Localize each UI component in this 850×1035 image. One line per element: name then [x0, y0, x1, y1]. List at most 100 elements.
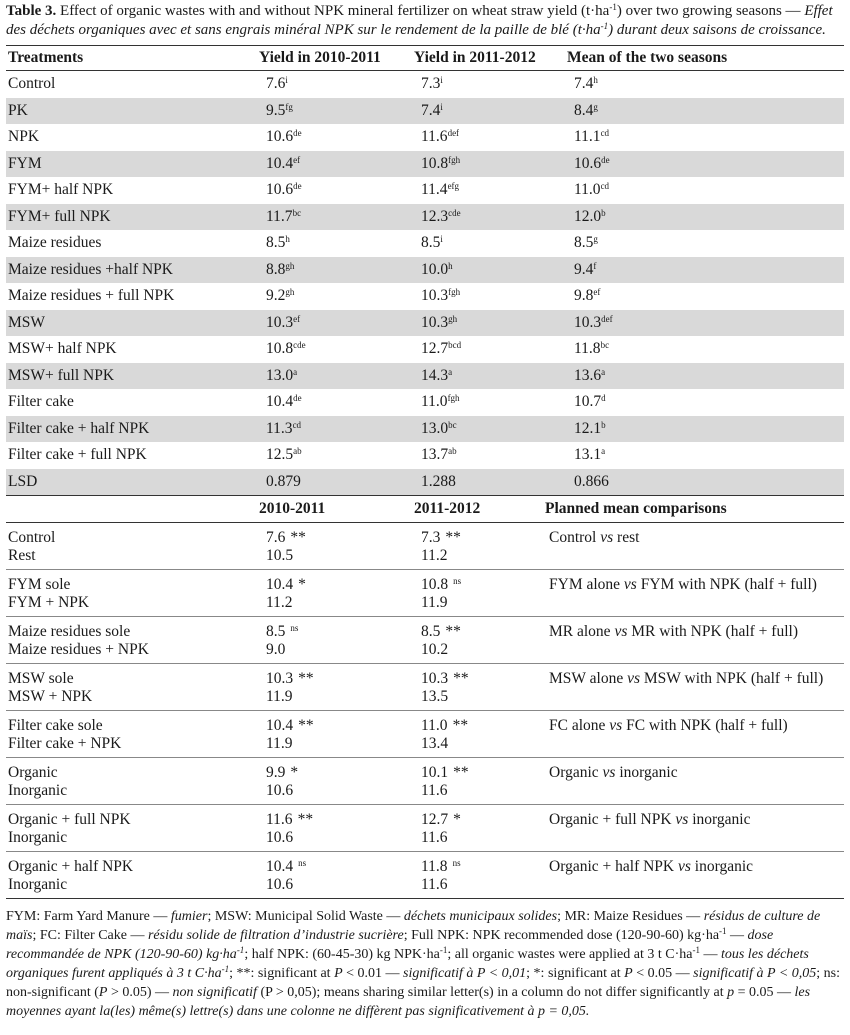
significance-letters: ab [448, 446, 457, 457]
significance-letters: i [440, 234, 443, 245]
value-cell: 10.3fgh [390, 283, 543, 310]
value-cell: 13.7ab [390, 442, 543, 469]
cell-value: 11.7 [266, 207, 293, 225]
significance-letters: d [601, 393, 606, 404]
table-row: Filter cake + NPK 11.9 13.4 [6, 735, 844, 758]
value-cell: 13.0a [235, 362, 390, 389]
significance: ** [453, 764, 469, 781]
significance: ** [297, 811, 314, 828]
cell-value: 13.0 [266, 366, 294, 384]
value-cell: 11.6 [390, 782, 543, 805]
text-segment: fumier [170, 909, 208, 924]
treatment-cell: Maize residues +half NPK [6, 256, 235, 283]
treatment-cell: Inorganic [8, 782, 68, 799]
significance-letters: g [593, 101, 598, 112]
cell-value: 11.9 [266, 735, 293, 752]
treatment-cell: Maize residues sole [6, 616, 235, 641]
significance-letters: gh [285, 287, 295, 298]
significance-letters: fgh [448, 287, 461, 298]
cell-value: 9.9 [266, 764, 286, 781]
comparison-cell: MR alone vs MR with NPK (half + full) [543, 616, 844, 664]
significance-letters: a [601, 366, 606, 377]
table-row: MSW 10.3ef 10.3gh 10.3def [6, 309, 844, 336]
value-cell: 10.4de [235, 389, 390, 416]
value-cell: 12.7bcd [390, 336, 543, 363]
significance-letters: de [293, 128, 302, 139]
significance-letters: cde [448, 207, 461, 218]
cell-value: 9.4 [574, 260, 594, 278]
treatment-cell: Organic + full NPK [6, 804, 235, 829]
table-row: Organic 9.9 * 10.1 ** Organic vs inorganic [6, 757, 844, 805]
cell-value: 11.2 [266, 594, 293, 611]
treatment-cell: MSW+ full NPK [6, 362, 235, 389]
table-row: MSW+ half NPK 10.8cde 12.7bcd 11.8bc [6, 336, 844, 363]
table-header: Treatments Yield in 2010-2011 Yield in 201… [6, 45, 844, 71]
text-segment: significatif à P < 0,05 [693, 966, 817, 981]
treatment-cell: Maize residues [8, 234, 102, 252]
value-cell: 11.6def [390, 124, 543, 151]
value-cell: 13.1a [543, 442, 844, 469]
significance-letters: i [285, 75, 288, 86]
comparison-group: Maize residues sole 8.5 ns 8.5 ** MR alone vs… [6, 616, 844, 664]
value-cell: 10.6 [235, 782, 390, 805]
significance-letters: bc [600, 340, 610, 351]
significance: * [453, 811, 461, 828]
text-segment: ; MSW: Municipal Solid Waste — [207, 909, 404, 924]
cell-value: 9.0 [266, 641, 286, 658]
table-row: Filter cake + half NPK 11.3cd 13.0bc 12.1b [6, 415, 844, 442]
cell-value: 10.0 [421, 260, 449, 278]
value-cell: 7.6 ** [235, 522, 390, 547]
treatment-cell: Inorganic [8, 876, 68, 893]
significance-letters: a [448, 366, 453, 377]
value-cell: 10.8fgh [390, 150, 543, 177]
significance-letters: i [440, 75, 443, 86]
treatment-cell: MSW + NPK [8, 688, 93, 705]
table-row: FYM+ full NPK 11.7bc 12.3cde 12.0b [6, 203, 844, 230]
cell-value: 14.3 [421, 366, 449, 384]
value-cell: 9.2gh [235, 283, 390, 310]
text-segment: vs [675, 811, 689, 828]
value-cell: 7.4h [543, 71, 844, 98]
value-cell: 11.0fgh [390, 389, 543, 416]
table-row: FYM + NPK 11.2 11.9 [6, 594, 844, 617]
significance-letters: gh [285, 260, 295, 271]
cell-value: 11.0 [574, 181, 601, 199]
comparison-header: 2010-2011 2011-2012 Planned mean compariso… [6, 495, 844, 523]
value-cell: 11.2 [390, 547, 543, 570]
table-row: Organic + full NPK 11.6 ** 12.7 * Organic + f… [6, 804, 844, 852]
treatment-cell: PK [6, 97, 235, 124]
text-segment: résidus de culture de maïs [6, 909, 821, 943]
cell-value: 8.5 [574, 234, 594, 252]
treatment-cell: Filter cake + full NPK [8, 446, 147, 464]
value-cell: 7.4i [390, 97, 543, 124]
comparison-cell: MSW alone vs MSW with NPK (half + full) [543, 663, 844, 711]
value-cell: 7.3 ** [390, 522, 543, 547]
value-cell: 11.6 [390, 829, 543, 852]
table-row: FYM sole 10.4 * 10.8 ns FYM alone vs FYM with… [6, 569, 844, 617]
cell-value: 8.5 [266, 623, 286, 640]
text-segment: vs [602, 764, 616, 781]
cell-value: 10.2 [421, 641, 449, 658]
text-segment: Organic + half NPK [549, 858, 678, 875]
text-segment: ; MR: Maize Residues — [557, 909, 704, 924]
cell-value: 11.8 [574, 340, 601, 358]
text-segment: inorganic [688, 811, 751, 828]
text-segment: — [699, 947, 721, 962]
cell-value: 11.9 [266, 688, 293, 705]
value-cell: 8.5i [390, 230, 543, 257]
text-segment: Organic [549, 764, 603, 781]
value-cell: 11.3cd [235, 415, 390, 442]
value-cell: 9.5fg [235, 97, 390, 124]
text-segment: -1 [600, 20, 609, 31]
value-cell: 7.6i [235, 71, 390, 98]
treatment-cell: Organic [6, 757, 235, 782]
table-row: Filter cake sole 10.4 ** 11.0 ** FC alone vs … [6, 710, 844, 758]
significance-letters: b [601, 419, 606, 430]
significance-letters: a [293, 366, 298, 377]
text-segment: Control [549, 529, 601, 546]
treatment-cell: Maize residues + NPK [8, 641, 149, 658]
value-cell: 7.3i [390, 71, 543, 98]
column-header: 2011-2012 [390, 495, 543, 523]
text-segment: ; ns: non-significant ( [6, 966, 840, 1000]
treatment-cell: FYM sole [6, 569, 235, 594]
